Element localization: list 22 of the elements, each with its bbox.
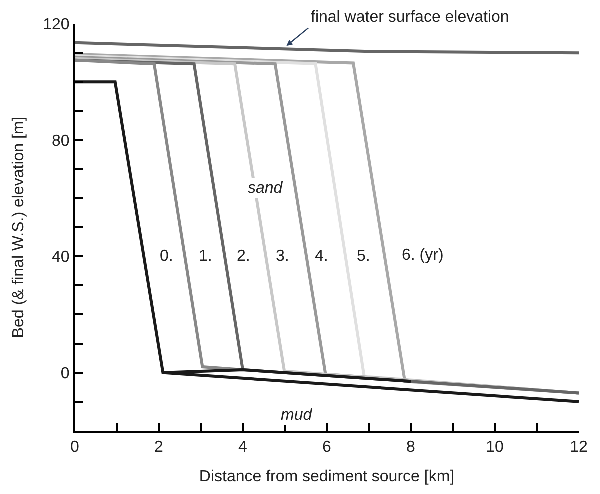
annotation: 4. [315, 248, 328, 265]
annotation: 1. [199, 248, 212, 265]
y-tick-label: 80 [52, 132, 70, 150]
y-tick-label: 0 [60, 365, 70, 382]
annotation: 0. [160, 248, 174, 265]
y-tick-label: 40 [52, 249, 70, 266]
annotation: final water surface elevation [311, 9, 510, 26]
annotation: mud [281, 407, 314, 424]
annotation: 6. (yr) [402, 247, 444, 264]
x-tick-label: 12 [570, 439, 588, 456]
annotation: 3. [276, 248, 290, 265]
annotation: sand [248, 180, 284, 197]
x-tick-label: 4 [238, 439, 248, 456]
annotation: 2. [237, 248, 250, 265]
y-tick-label: 120 [43, 16, 70, 34]
y-axis-title: Bed (& final W.S.) elevation [m] [10, 116, 28, 338]
annotation: 5. [357, 248, 370, 265]
x-tick-label: 8 [406, 439, 416, 456]
x-tick-label: 2 [154, 439, 164, 456]
x-tick-label: 10 [486, 439, 504, 456]
x-axis-title: Distance from sediment source [km] [199, 468, 455, 486]
x-tick-label: 6 [322, 439, 332, 456]
